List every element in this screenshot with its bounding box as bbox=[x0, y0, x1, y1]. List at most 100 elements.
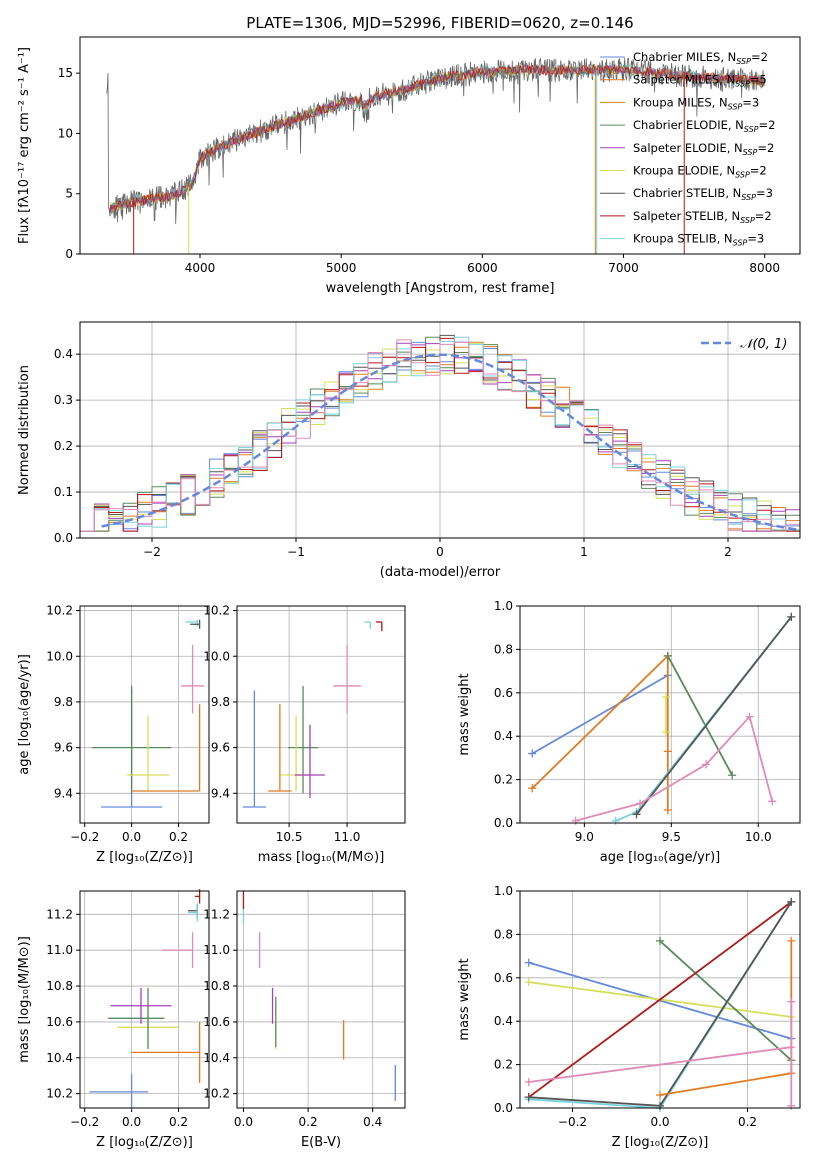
y-tick-label: 0 bbox=[65, 247, 73, 261]
plus-marker bbox=[662, 693, 671, 702]
y-tick-label: 10 bbox=[58, 126, 73, 140]
weight-line bbox=[528, 1046, 792, 1083]
y-tick-label: 10.0 bbox=[46, 649, 73, 663]
weight-line bbox=[575, 714, 774, 822]
x-tick-label: 10.0 bbox=[745, 830, 772, 844]
x-tick-label: −0.2 bbox=[558, 1115, 587, 1129]
figure-title: PLATE=1306, MJD=52996, FIBERID=0620, z=0… bbox=[246, 14, 633, 32]
plus-marker bbox=[787, 936, 796, 945]
y-tick-label: 11.2 bbox=[46, 907, 73, 921]
axes-frame bbox=[236, 605, 406, 824]
plus-marker bbox=[787, 997, 796, 1006]
histogram-series bbox=[80, 339, 800, 532]
plus-marker bbox=[662, 727, 671, 736]
y-tick-label: 10.0 bbox=[203, 649, 230, 663]
axes-frame bbox=[79, 605, 210, 824]
x-axis-label: Z [log₁₀(Z/Z⊙)] bbox=[96, 1135, 193, 1150]
y-tick-label: 0.8 bbox=[494, 927, 513, 941]
y-tick-label: 0.2 bbox=[494, 1058, 513, 1072]
plus-marker bbox=[632, 810, 641, 819]
plus-marker bbox=[663, 651, 672, 660]
y-tick-label: 10.8 bbox=[203, 979, 230, 993]
plus-marker bbox=[528, 784, 537, 793]
y-tick-label: 0.6 bbox=[494, 686, 513, 700]
x-tick-label: 0.2 bbox=[169, 1115, 188, 1129]
x-tick-label: 8000 bbox=[749, 261, 780, 275]
y-tick-label: 11.2 bbox=[203, 907, 230, 921]
legend-subscript: SSP bbox=[740, 216, 755, 225]
y-tick-label: 0.3 bbox=[54, 393, 73, 407]
x-tick-label: 0.0 bbox=[122, 830, 141, 844]
x-tick-label: 4000 bbox=[185, 261, 216, 275]
weight-line bbox=[659, 940, 792, 1061]
plus-marker bbox=[787, 897, 796, 906]
legend-value: =2 bbox=[750, 164, 767, 178]
legend-subscript: SSP bbox=[735, 80, 750, 89]
y-tick-label: 0.0 bbox=[54, 531, 73, 545]
y-tick-label: 0.4 bbox=[494, 1014, 513, 1028]
mass-vs-metallicity-panel: −0.2 0.0 0.2 10.2 10.4 10.6 10.8 11.0 11.2 Z [log… bbox=[17, 889, 210, 1150]
y-axis-label: age [log₁₀(age/yr)] bbox=[17, 654, 32, 775]
legend-value: =2 bbox=[759, 118, 776, 132]
y-tick-label: 0.2 bbox=[494, 773, 513, 787]
axes-frame bbox=[519, 890, 801, 1109]
legend-subscript: SSP bbox=[741, 193, 756, 202]
x-tick-label: 9.5 bbox=[662, 830, 681, 844]
legend-label: Kroupa STELIB, NSSP=3 bbox=[633, 232, 764, 248]
weight-line bbox=[635, 616, 793, 815]
y-tick-label: 0.2 bbox=[54, 439, 73, 453]
x-axis-label: (data-model)/error bbox=[380, 565, 501, 580]
weight-line bbox=[531, 674, 669, 755]
legend-label: 𝒩(0, 1) bbox=[740, 337, 787, 352]
legend-value: =2 bbox=[757, 141, 774, 155]
plus-marker bbox=[728, 771, 737, 780]
y-tick-label: 0.6 bbox=[494, 971, 513, 985]
plus-marker bbox=[524, 978, 533, 987]
plus-marker bbox=[663, 805, 672, 814]
legend-label: Chabrier MILES, NSSP=2 bbox=[633, 50, 768, 66]
plus-marker bbox=[787, 612, 796, 621]
legend-subscript: SSP bbox=[743, 148, 758, 157]
y-tick-label: 10.4 bbox=[46, 1051, 73, 1065]
plus-marker bbox=[524, 1077, 533, 1086]
weight-line bbox=[667, 655, 733, 776]
y-tick-label: 0.8 bbox=[494, 642, 513, 656]
x-axis-label: wavelength [Angstrom, rest frame] bbox=[326, 281, 555, 296]
mass-vs-ebv-panel: 0.0 0.2 0.4 10.2 10.4 10.6 10.8 11.0 11.2 E(B-V) bbox=[203, 890, 406, 1150]
weight-vs-age-panel: 9.0 9.5 10.0 0.0 0.2 0.4 0.6 0.8 1.0 age [log₁₀(a… bbox=[457, 599, 801, 865]
y-tick-label: 10.2 bbox=[46, 604, 73, 618]
plus-marker bbox=[787, 1101, 796, 1110]
y-axis-label: mass [log₁₀(M/M⊙)] bbox=[17, 936, 32, 1063]
plus-marker bbox=[524, 958, 533, 967]
legend-label: Chabrier ELODIE, NSSP=2 bbox=[633, 118, 775, 134]
y-tick-label: 1.0 bbox=[494, 884, 513, 898]
y-tick-label: 10.6 bbox=[203, 1015, 230, 1029]
legend-value: =3 bbox=[742, 95, 759, 109]
x-tick-label: −1 bbox=[287, 545, 305, 559]
x-tick-label: 11.0 bbox=[334, 830, 361, 844]
x-tick-label: 0 bbox=[436, 545, 444, 559]
y-tick-label: 10.6 bbox=[46, 1015, 73, 1029]
x-tick-label: 0.0 bbox=[234, 1115, 253, 1129]
legend-subscript: SSP bbox=[735, 171, 750, 180]
legend-subscript: SSP bbox=[728, 102, 743, 111]
x-tick-label: 0.2 bbox=[299, 1115, 318, 1129]
y-tick-label: 10.2 bbox=[203, 604, 230, 618]
y-tick-label: 9.8 bbox=[211, 695, 230, 709]
x-tick-label: 0.0 bbox=[650, 1115, 669, 1129]
y-tick-label: 0.4 bbox=[494, 729, 513, 743]
legend-label: Salpeter STELIB, NSSP=2 bbox=[633, 209, 772, 225]
y-tick-label: 10.2 bbox=[46, 1087, 73, 1101]
legend-value: =3 bbox=[756, 186, 773, 200]
spectrum-line bbox=[109, 64, 765, 213]
weight-line bbox=[615, 616, 793, 822]
plus-marker bbox=[611, 816, 620, 825]
y-tick-label: 0.1 bbox=[54, 485, 73, 499]
legend-label: Chabrier STELIB, NSSP=3 bbox=[633, 186, 773, 202]
legend-subscript: SSP bbox=[736, 57, 751, 66]
age-vs-metallicity-panel: −0.2 0.0 0.2 9.4 9.6 9.8 10.0 10.2 Z [log₁₀(Z/Z⊙… bbox=[17, 604, 210, 865]
x-tick-label: −0.2 bbox=[70, 830, 99, 844]
axes-frame bbox=[236, 890, 406, 1109]
y-tick-label: 11.0 bbox=[46, 943, 73, 957]
